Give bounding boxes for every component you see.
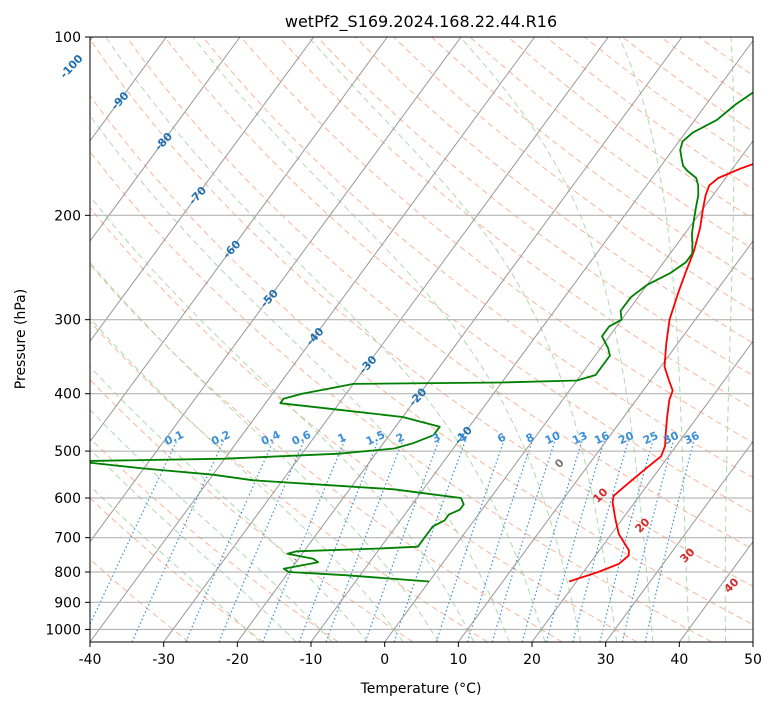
- mixing-ratio-label: 13: [570, 429, 589, 447]
- mixing-ratio-line: [185, 440, 274, 642]
- x-tick-label: -20: [226, 652, 249, 668]
- mixing-ratio-line: [521, 440, 583, 642]
- mixing-ratio-line: [599, 440, 654, 642]
- plot-frame: [89, 36, 754, 643]
- moist-adiabat: [308, 37, 618, 642]
- dewpoint-profile: [90, 91, 753, 583]
- y-tick-label: 900: [54, 595, 81, 611]
- mixing-ratio-label: 10: [543, 429, 563, 447]
- gridlines: [90, 37, 753, 642]
- mixing-ratio-line: [491, 440, 556, 642]
- dry-adiabat: [90, 207, 638, 642]
- isotherm-line: [752, 641, 753, 642]
- isotherm-line: [90, 37, 315, 343]
- x-tick-label: 10: [449, 652, 467, 668]
- dry-adiabat: [90, 94, 753, 626]
- x-tick-label: 30: [597, 652, 615, 668]
- x-tick-label: 20: [523, 652, 541, 668]
- mixing-ratio-label: 30: [661, 429, 681, 447]
- isotherm-line: [384, 139, 753, 642]
- y-axis-title: Pressure (hPa): [13, 289, 29, 389]
- moist-adiabat: [90, 261, 439, 642]
- chart-title: wetPf2_S169.2024.168.22.44.R16: [285, 12, 557, 32]
- dry-adiabat: [90, 263, 563, 642]
- isotherm-line: [605, 440, 753, 642]
- dry-adiabat: [278, 37, 753, 410]
- y-tick-label: 100: [54, 30, 81, 46]
- mixing-ratio-line: [466, 440, 533, 642]
- data-series: [90, 91, 753, 583]
- mixing-ratio-line: [621, 440, 674, 642]
- mixing-ratio-label: 25: [641, 429, 660, 447]
- axis-ticks: -40 -30 -20 -10 0 10 20 30 40 5010020030040050060…: [45, 30, 762, 668]
- y-tick-label: 600: [54, 491, 81, 507]
- isotherm-line: [90, 37, 388, 443]
- y-tick-label: 200: [54, 208, 81, 224]
- temperature-profile: [568, 163, 753, 583]
- mixing-ratio-line: [644, 440, 695, 642]
- isotherm-line: [90, 37, 167, 142]
- isotherm-line: [90, 37, 536, 642]
- y-tick-label: 700: [54, 531, 81, 547]
- x-tick-label: 0: [380, 652, 389, 668]
- mixing-ratio-line: [131, 440, 225, 642]
- isotherm-line: [163, 37, 609, 642]
- x-axis-title: Temperature (°C): [360, 681, 482, 697]
- moist-adiabat: [90, 317, 404, 642]
- mixing-ratio-line: [545, 440, 605, 642]
- moist-adiabat: [724, 37, 735, 642]
- mixing-ratio-label: 36: [682, 429, 702, 447]
- isotherm-line: [457, 240, 753, 642]
- isotherm-line: [310, 39, 753, 642]
- moist-adiabat: [618, 37, 690, 642]
- y-tick-label: 400: [54, 387, 81, 403]
- mixing-ratio-label: 16: [592, 429, 612, 447]
- x-tick-label: -30: [152, 652, 175, 668]
- y-tick-label: 500: [54, 444, 81, 460]
- moist-adiabat: [90, 485, 261, 642]
- isotherm-line: [236, 37, 683, 642]
- plot-area: [90, 37, 753, 642]
- x-tick-label: 50: [744, 652, 762, 668]
- mixing-ratio-line: [393, 440, 466, 642]
- moist-adiabat: [192, 37, 582, 642]
- dry-adiabat: [164, 37, 753, 514]
- y-tick-label: 800: [54, 565, 81, 581]
- y-tick-label: 300: [54, 313, 81, 329]
- x-tick-label: 40: [670, 652, 688, 668]
- dry-adiabat: [316, 37, 753, 377]
- isotherm-line: [531, 340, 753, 642]
- moist-adiabat: [459, 37, 654, 642]
- y-tick-label: 1000: [45, 622, 81, 638]
- isotherm-label: -100: [57, 52, 86, 81]
- mixing-ratio-line: [572, 440, 629, 642]
- isotherm-line: [90, 37, 241, 242]
- mixing-ratio-line: [364, 440, 440, 642]
- x-tick-label: -40: [79, 652, 102, 668]
- x-tick-label: -10: [300, 652, 323, 668]
- moist-adiabat: [105, 37, 546, 642]
- moist-adiabat: [90, 114, 510, 642]
- dry-adiabat: [90, 38, 753, 587]
- dry-adiabat: [90, 150, 712, 642]
- mixing-ratio-line: [218, 440, 305, 642]
- mixing-ratio-label: 20: [616, 429, 636, 447]
- moist-adiabat: [90, 448, 297, 642]
- moist-adiabat: [90, 409, 333, 642]
